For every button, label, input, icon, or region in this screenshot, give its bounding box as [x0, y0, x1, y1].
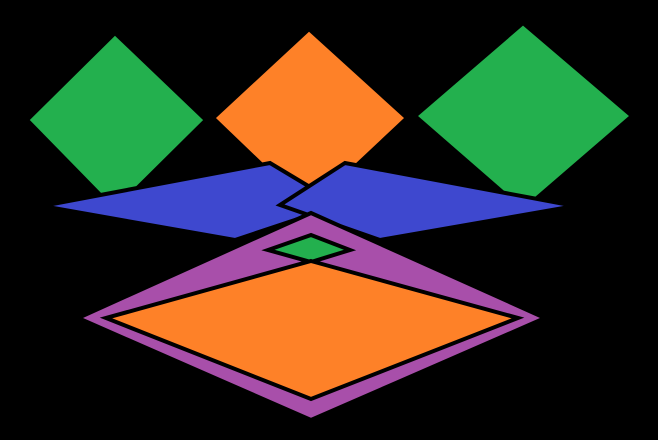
orange-inner-diamond [99, 258, 525, 402]
blue-rhombus-right [275, 160, 576, 243]
